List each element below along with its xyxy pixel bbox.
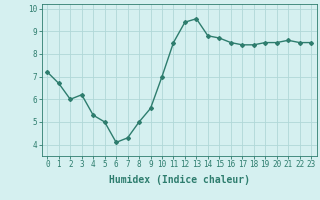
X-axis label: Humidex (Indice chaleur): Humidex (Indice chaleur) — [109, 175, 250, 185]
